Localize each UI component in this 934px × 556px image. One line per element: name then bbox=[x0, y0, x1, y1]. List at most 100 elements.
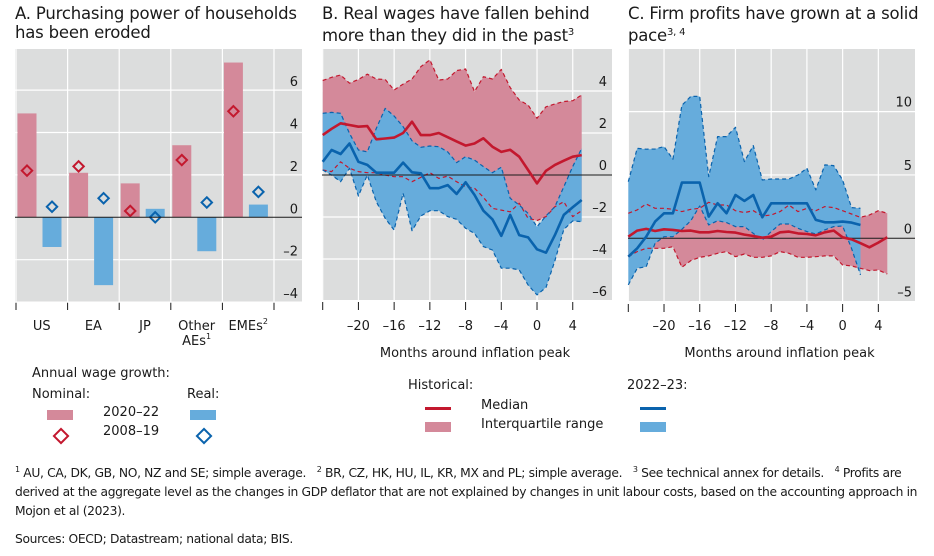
y-tick-label: 0 bbox=[290, 202, 298, 217]
x-tick-label: –20 bbox=[347, 319, 370, 334]
historical-upper-quartile-line bbox=[322, 59, 583, 119]
y-tick-label: 2 bbox=[599, 117, 607, 132]
legend-recent-label: 2022–23: bbox=[627, 378, 688, 393]
y-tick-label: 4 bbox=[599, 75, 607, 90]
footnote-ref-3: 3 bbox=[567, 27, 575, 38]
recent-upper-quartile-line bbox=[627, 95, 861, 209]
footnote-ref-3-4: 3, 4 bbox=[667, 27, 686, 38]
recent-iqr-band bbox=[628, 96, 861, 285]
historical-median-line bbox=[627, 227, 888, 249]
panel-b-chart: –20 –16 –12 –8 –4 0 4 4 2 0 –2 –4 –6 Months around in… bbox=[321, 49, 612, 361]
legend-heading: Annual wage growth: bbox=[32, 366, 170, 381]
bar-nominal bbox=[223, 62, 243, 218]
panel-c-chart: –20 –16 –12 –8 –4 0 4 10 5 0 –5 Months around infla… bbox=[627, 49, 915, 361]
footnote-2: BR, CZ, HK, HU, IL, KR, MX and PL; simpl… bbox=[321, 466, 623, 480]
x-tick-label: –16 bbox=[688, 319, 711, 334]
y-tick-label: 5 bbox=[904, 159, 912, 174]
footnote-2-marker: 2 bbox=[316, 465, 322, 474]
y-tick-label: –2 bbox=[592, 201, 607, 216]
legend-real-bar-swatch bbox=[190, 410, 216, 420]
bar-nominal bbox=[120, 183, 140, 218]
x-tick-label: –4 bbox=[800, 319, 815, 334]
legend-historical-median-swatch bbox=[425, 407, 451, 410]
panel-b-title-text: more than they did in the past bbox=[322, 26, 568, 45]
y-tick-label: –6 bbox=[592, 285, 607, 300]
legend-real-label: Real: bbox=[187, 387, 220, 402]
x-tick-label: 0 bbox=[838, 319, 846, 334]
x-tick-label: –12 bbox=[418, 319, 441, 334]
y-tick-label: 10 bbox=[895, 96, 912, 111]
x-category-label: JP bbox=[138, 319, 151, 334]
y-tick-label: 0 bbox=[599, 159, 607, 174]
footnote-line-1: 1 AU, CA, DK, GB, NO, NZ and SE; simple … bbox=[15, 460, 920, 521]
diamond-real bbox=[45, 200, 59, 214]
y-tick-label: 6 bbox=[290, 75, 298, 90]
panel-c-title: C. Firm profits have grown at a solid pa… bbox=[628, 4, 919, 45]
diamond-real bbox=[148, 210, 162, 224]
footnote-3: See technical annex for details. bbox=[637, 466, 824, 480]
footnote-4: Profits are derived at the aggregate lev… bbox=[15, 466, 902, 499]
x-tick-label: –8 bbox=[764, 319, 779, 334]
diamond-nominal bbox=[226, 104, 241, 118]
x-tick-label: –16 bbox=[383, 319, 406, 334]
diamond-real bbox=[200, 195, 214, 210]
x-category-label: US bbox=[33, 319, 51, 334]
sources: Sources: OECD; Datastream; national data… bbox=[15, 532, 293, 546]
legend-historical-iqr-swatch bbox=[425, 422, 451, 432]
panel-c-title-text: pace bbox=[628, 26, 668, 45]
bar-real bbox=[197, 217, 217, 252]
historical-upper-quartile-line bbox=[628, 201, 888, 218]
legend-period-2020-22: 2020–22 bbox=[103, 405, 160, 420]
panel-c-title-line1: C. Firm profits have grown at a solid bbox=[628, 4, 919, 23]
diamond-nominal bbox=[20, 164, 34, 178]
legend-nominal-bar-swatch bbox=[47, 410, 73, 420]
bar-real bbox=[42, 217, 62, 247]
panel-a-title-line2: has been eroded bbox=[15, 23, 151, 42]
legend-iqr-label: Interquartile range bbox=[481, 417, 604, 432]
x-axis-label: Months around inflation peak bbox=[684, 346, 875, 361]
legend-recent-median-swatch bbox=[640, 407, 666, 410]
bar-real bbox=[94, 217, 114, 286]
footnote-ref: 2 bbox=[263, 317, 268, 326]
footnote-3-marker: 3 bbox=[632, 465, 638, 474]
y-tick-label: –5 bbox=[897, 286, 912, 301]
diamond-real bbox=[96, 191, 111, 205]
footnote-ref: 1 bbox=[206, 332, 211, 341]
diamond-nominal bbox=[123, 204, 137, 218]
panel-a-title-line1: A. Purchasing power of households bbox=[15, 4, 297, 23]
bar-nominal bbox=[69, 172, 89, 218]
y-tick-label: 2 bbox=[290, 160, 298, 175]
x-tick-label: 4 bbox=[874, 319, 882, 334]
x-tick-label: 0 bbox=[533, 319, 541, 334]
footnote-1-marker: 1 bbox=[15, 465, 20, 474]
historical-median-line bbox=[321, 120, 582, 185]
x-tick-label: –8 bbox=[458, 319, 473, 334]
recent-median-line bbox=[627, 181, 861, 258]
panel-b-title-line2: more than they did in the past3 bbox=[322, 23, 590, 45]
legend-historical-label: Historical: bbox=[408, 378, 474, 393]
x-category-label: Other bbox=[178, 319, 216, 334]
legend-median-label: Median bbox=[481, 398, 529, 413]
diamond-nominal bbox=[175, 153, 189, 167]
historical-lower-quartile-line bbox=[322, 161, 583, 222]
y-tick-label: –4 bbox=[592, 243, 607, 258]
x-tick-label: –12 bbox=[724, 319, 747, 334]
x-category-label: EMEs2 bbox=[228, 317, 268, 334]
x-tick-label: –4 bbox=[494, 319, 509, 334]
legend-nominal-label: Nominal: bbox=[32, 387, 91, 402]
x-tick-label: –20 bbox=[652, 319, 675, 334]
y-tick-label: –2 bbox=[283, 245, 298, 260]
x-axis-label: Months around inflation peak bbox=[380, 346, 571, 361]
legend-recent-iqr-swatch bbox=[640, 422, 666, 432]
x-category-label: AEs1 bbox=[182, 332, 211, 349]
panel-b-title-line1: B. Real wages have fallen behind bbox=[322, 4, 590, 23]
diamond-real bbox=[251, 185, 266, 199]
bar-nominal bbox=[172, 145, 192, 218]
panel-b-title: B. Real wages have fallen behind more th… bbox=[322, 4, 590, 45]
footnote-4-cont: based on the accounting approach in Mojo… bbox=[15, 485, 918, 518]
plot-background bbox=[15, 49, 302, 302]
legend-nominal-diamond-icon bbox=[52, 427, 70, 445]
recent-lower-quartile-line bbox=[322, 167, 582, 296]
recent-median-line bbox=[321, 142, 583, 254]
